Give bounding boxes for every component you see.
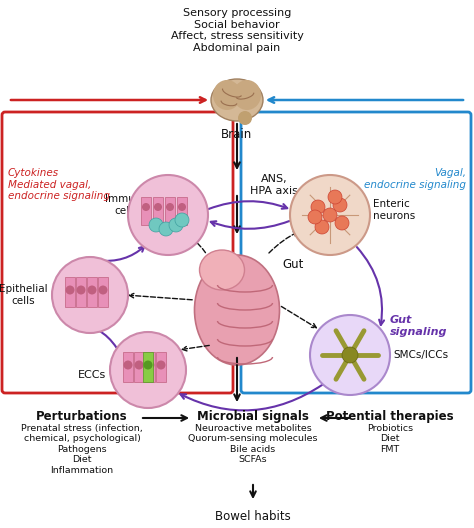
- Circle shape: [290, 175, 370, 255]
- Circle shape: [124, 361, 133, 370]
- Circle shape: [88, 286, 97, 295]
- Circle shape: [311, 200, 325, 214]
- Bar: [141, 197, 151, 225]
- Bar: [156, 352, 166, 382]
- Bar: [98, 277, 108, 307]
- Text: Immune
cells: Immune cells: [105, 194, 147, 216]
- Circle shape: [76, 286, 85, 295]
- Bar: [87, 277, 97, 307]
- Circle shape: [142, 203, 150, 211]
- Text: Cytokines
Mediated vagal,
endocrine signaling: Cytokines Mediated vagal, endocrine sign…: [8, 168, 110, 201]
- Circle shape: [175, 213, 189, 227]
- Bar: [134, 352, 144, 382]
- Circle shape: [310, 315, 390, 395]
- Circle shape: [166, 203, 174, 211]
- Circle shape: [156, 361, 165, 370]
- Ellipse shape: [213, 80, 241, 110]
- Text: Bowel habits: Bowel habits: [215, 510, 291, 523]
- Text: Sensory processing
Social behavior
Affect, stress sensitivity
Abdominal pain: Sensory processing Social behavior Affec…: [171, 8, 303, 53]
- Bar: [65, 277, 75, 307]
- Ellipse shape: [194, 255, 280, 365]
- Text: SMCs/ICCs: SMCs/ICCs: [393, 350, 448, 360]
- Text: Microbial signals: Microbial signals: [197, 410, 309, 423]
- Bar: [143, 352, 153, 382]
- Bar: [177, 197, 187, 225]
- Circle shape: [342, 347, 358, 363]
- Circle shape: [315, 220, 329, 234]
- Circle shape: [144, 361, 153, 370]
- Text: Vagal,
endocrine signaling: Vagal, endocrine signaling: [364, 168, 466, 190]
- Circle shape: [99, 286, 108, 295]
- Text: Neuroactive metabolites
Quorum-sensing molecules
Bile acids
SCFAs: Neuroactive metabolites Quorum-sensing m…: [188, 424, 318, 464]
- Bar: [145, 352, 155, 382]
- Text: Epithelial
cells: Epithelial cells: [0, 284, 48, 306]
- Text: Prenatal stress (infection,
chemical, psychological)
Pathogens
Diet
Inflammation: Prenatal stress (infection, chemical, ps…: [21, 424, 143, 475]
- Circle shape: [65, 286, 74, 295]
- Bar: [76, 277, 86, 307]
- Circle shape: [149, 218, 163, 232]
- Circle shape: [178, 203, 186, 211]
- Text: ANS,
HPA axis: ANS, HPA axis: [250, 174, 298, 196]
- Text: Brain: Brain: [221, 128, 253, 141]
- Circle shape: [154, 203, 162, 211]
- Circle shape: [308, 210, 322, 224]
- Ellipse shape: [211, 79, 263, 121]
- Text: Gut
signaling: Gut signaling: [390, 315, 447, 337]
- Circle shape: [110, 332, 186, 408]
- Ellipse shape: [238, 111, 252, 125]
- Circle shape: [135, 361, 144, 370]
- Text: Enteric
neurons: Enteric neurons: [373, 199, 415, 221]
- Circle shape: [328, 190, 342, 204]
- Circle shape: [333, 198, 347, 212]
- Circle shape: [159, 222, 173, 236]
- Circle shape: [52, 257, 128, 333]
- Text: Perturbations: Perturbations: [36, 410, 128, 423]
- Circle shape: [335, 216, 349, 230]
- Circle shape: [146, 361, 155, 370]
- Text: Probiotics
Diet
FMT: Probiotics Diet FMT: [367, 424, 413, 454]
- Text: Gut: Gut: [282, 259, 303, 271]
- Circle shape: [169, 218, 183, 232]
- Ellipse shape: [200, 250, 245, 290]
- Bar: [153, 197, 163, 225]
- Ellipse shape: [233, 80, 261, 110]
- Text: ECCs: ECCs: [78, 370, 106, 380]
- Circle shape: [128, 175, 208, 255]
- Text: Potential therapies: Potential therapies: [326, 410, 454, 423]
- Circle shape: [323, 208, 337, 222]
- Bar: [123, 352, 133, 382]
- Bar: [165, 197, 175, 225]
